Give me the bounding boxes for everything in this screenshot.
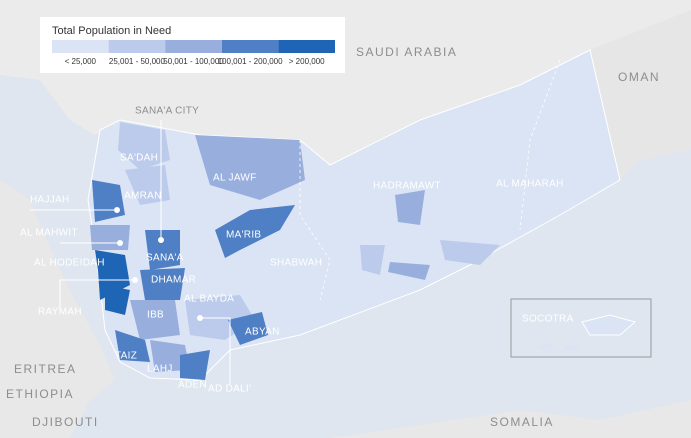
country-label: ERITREA	[14, 362, 77, 376]
region-al-jawf	[195, 135, 305, 200]
gov-label: ADEN	[178, 380, 207, 391]
gov-label: TAIZ	[115, 351, 137, 362]
leader	[59, 279, 135, 310]
city-dot	[117, 240, 123, 246]
legend-swatch	[52, 40, 109, 53]
region-marib	[215, 205, 295, 258]
land-somalia	[330, 400, 691, 438]
gov-label: AL JAWF	[213, 173, 257, 184]
region-shabwah-east	[360, 245, 385, 275]
legend: Total Population in Need < 25,000 25,001 …	[40, 17, 345, 73]
gov-label: SOCOTRA	[522, 314, 574, 325]
region-taiz	[115, 330, 150, 362]
region-dhamar	[140, 268, 185, 300]
gov-label: IBB	[147, 310, 164, 321]
city-dot	[197, 315, 203, 321]
legend-title: Total Population in Need	[52, 25, 171, 37]
socotra-island	[581, 314, 637, 336]
city-dot	[132, 277, 138, 283]
gov-label: DHAMAR	[151, 275, 196, 286]
gov-label: AL MAHWIT	[20, 228, 78, 239]
legend-swatch	[278, 40, 335, 53]
legend-label: 100,001 - 200,000	[218, 57, 283, 66]
islet	[540, 344, 552, 349]
gov-label: SA'DAH	[120, 153, 158, 164]
leader	[200, 317, 231, 385]
region-aden	[180, 350, 210, 380]
legend-swatch	[108, 40, 166, 53]
city-dot	[158, 237, 164, 243]
gov-border	[519, 59, 561, 231]
region-sanaa	[145, 230, 180, 270]
gov-label: RAYMAH	[38, 307, 82, 318]
region-mahwit	[90, 225, 130, 250]
legend-label: 25,001 - 50,000	[109, 57, 166, 66]
country-label: ETHIOPIA	[6, 387, 74, 401]
land-africa	[0, 180, 115, 438]
gov-label: HAJJAH	[30, 195, 70, 206]
country-label: DJIBOUTI	[32, 415, 99, 429]
country-label: SOMALIA	[490, 415, 554, 429]
gov-label: SANA'A	[146, 253, 184, 264]
region-hodeidah	[95, 250, 130, 300]
gov-label: ABYAN	[245, 327, 280, 338]
legend-label: < 25,000	[65, 57, 97, 66]
gov-label: AL BAYDA	[184, 294, 234, 305]
land-oman	[590, 10, 691, 180]
gov-label: LAHJ	[147, 364, 173, 375]
gov-label: MA'RIB	[226, 230, 261, 241]
region-ibb	[130, 300, 180, 340]
legend-swatch	[221, 40, 279, 53]
legend-swatch	[165, 40, 222, 53]
legend-label: > 200,000	[289, 57, 325, 66]
gov-label: AL HODEIDAH	[34, 258, 105, 269]
legend-label: 50,001 - 100,000	[163, 57, 224, 66]
region-raymah	[105, 285, 130, 315]
islet	[565, 345, 580, 350]
city-dot	[114, 207, 120, 213]
gov-label: AMRAN	[124, 191, 162, 202]
region-sadah	[118, 122, 170, 170]
region-abyan	[228, 312, 268, 345]
region-hajjah	[92, 180, 125, 222]
gov-label: SHABWAH	[270, 258, 322, 269]
country-label: OMAN	[618, 70, 660, 84]
region-mukalla	[440, 240, 500, 265]
gov-border	[299, 140, 331, 301]
gov-label: HADRAMAWT	[373, 181, 441, 192]
country-label: SAUDI ARABIA	[356, 45, 457, 59]
region-hadramawt	[395, 190, 425, 225]
gov-label: AD DALI'	[208, 384, 251, 395]
gov-label: AL MAHARAH	[496, 179, 564, 190]
region-amran	[125, 165, 170, 205]
region-coast	[388, 262, 430, 280]
gov-label: SANA'A CITY	[135, 106, 199, 117]
socotra-box	[510, 298, 652, 358]
